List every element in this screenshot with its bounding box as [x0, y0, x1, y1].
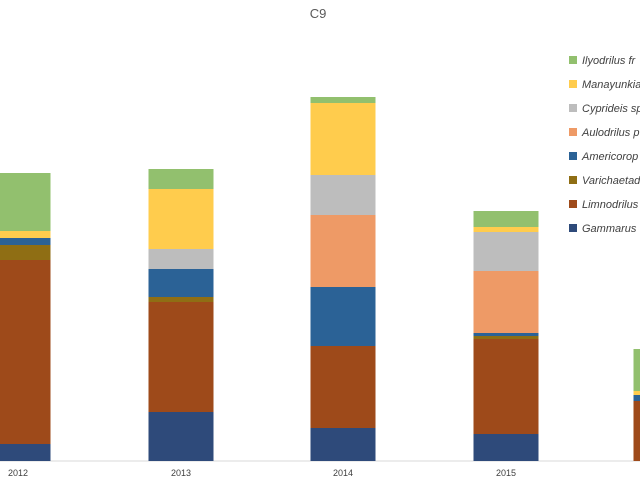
legend-label: Gammarus: [582, 223, 637, 235]
legend-label: Americorop: [581, 151, 638, 163]
bar-segment: [473, 336, 539, 339]
legend-swatch: [569, 80, 577, 88]
bar-segment: [0, 245, 51, 260]
bar-segment: [473, 271, 539, 333]
bar-segment: [310, 215, 376, 287]
bar-segment: [148, 249, 214, 269]
legend-swatch: [569, 176, 577, 184]
bar-segment: [0, 444, 51, 461]
bar-segment: [148, 297, 214, 302]
bar-segment: [310, 97, 376, 103]
bar-segment: [310, 287, 376, 346]
bar-segment: [0, 231, 51, 238]
legend-swatch: [569, 200, 577, 208]
bar-segment: [473, 211, 539, 227]
bar-segment: [310, 175, 376, 215]
bar-segment: [310, 346, 376, 428]
bar-segment: [148, 302, 214, 412]
bar-segment: [473, 339, 539, 434]
bar-segment: [310, 428, 376, 461]
legend-swatch: [569, 224, 577, 232]
legend-swatch: [569, 128, 577, 136]
bar-segment: [0, 238, 51, 245]
chart-title: C9: [310, 6, 327, 21]
legend-label: Limnodrilus: [582, 199, 639, 211]
bar-segment: [633, 349, 640, 391]
x-tick-label: 2014: [333, 468, 353, 478]
x-tick-label: 2015: [496, 468, 516, 478]
bar-segment: [633, 401, 640, 461]
legend-label: Cyprideis sp: [582, 103, 640, 115]
bar-segment: [148, 412, 214, 461]
x-tick-label: 2012: [8, 468, 28, 478]
bar-segment: [473, 232, 539, 271]
legend-swatch: [569, 104, 577, 112]
bar-segment: [310, 103, 376, 175]
legend-swatch: [569, 152, 577, 160]
legend-label: Ilyodrilus fr: [582, 55, 637, 67]
bar-segment: [473, 227, 539, 232]
bar-segment: [148, 269, 214, 297]
bar-segment: [0, 173, 51, 231]
bar-segment: [633, 391, 640, 395]
legend-label: Aulodrilus p: [581, 127, 639, 139]
bar-segment: [0, 260, 51, 444]
bar-segment: [148, 169, 214, 189]
bar-segment: [148, 189, 214, 249]
x-tick-label: 2013: [171, 468, 191, 478]
legend-label: Manayunkia: [582, 79, 640, 91]
legend-swatch: [569, 56, 577, 64]
legend-label: Varichaetad: [582, 175, 640, 187]
bar-segment: [633, 395, 640, 401]
bar-segment: [473, 333, 539, 336]
bar-segment: [473, 434, 539, 461]
